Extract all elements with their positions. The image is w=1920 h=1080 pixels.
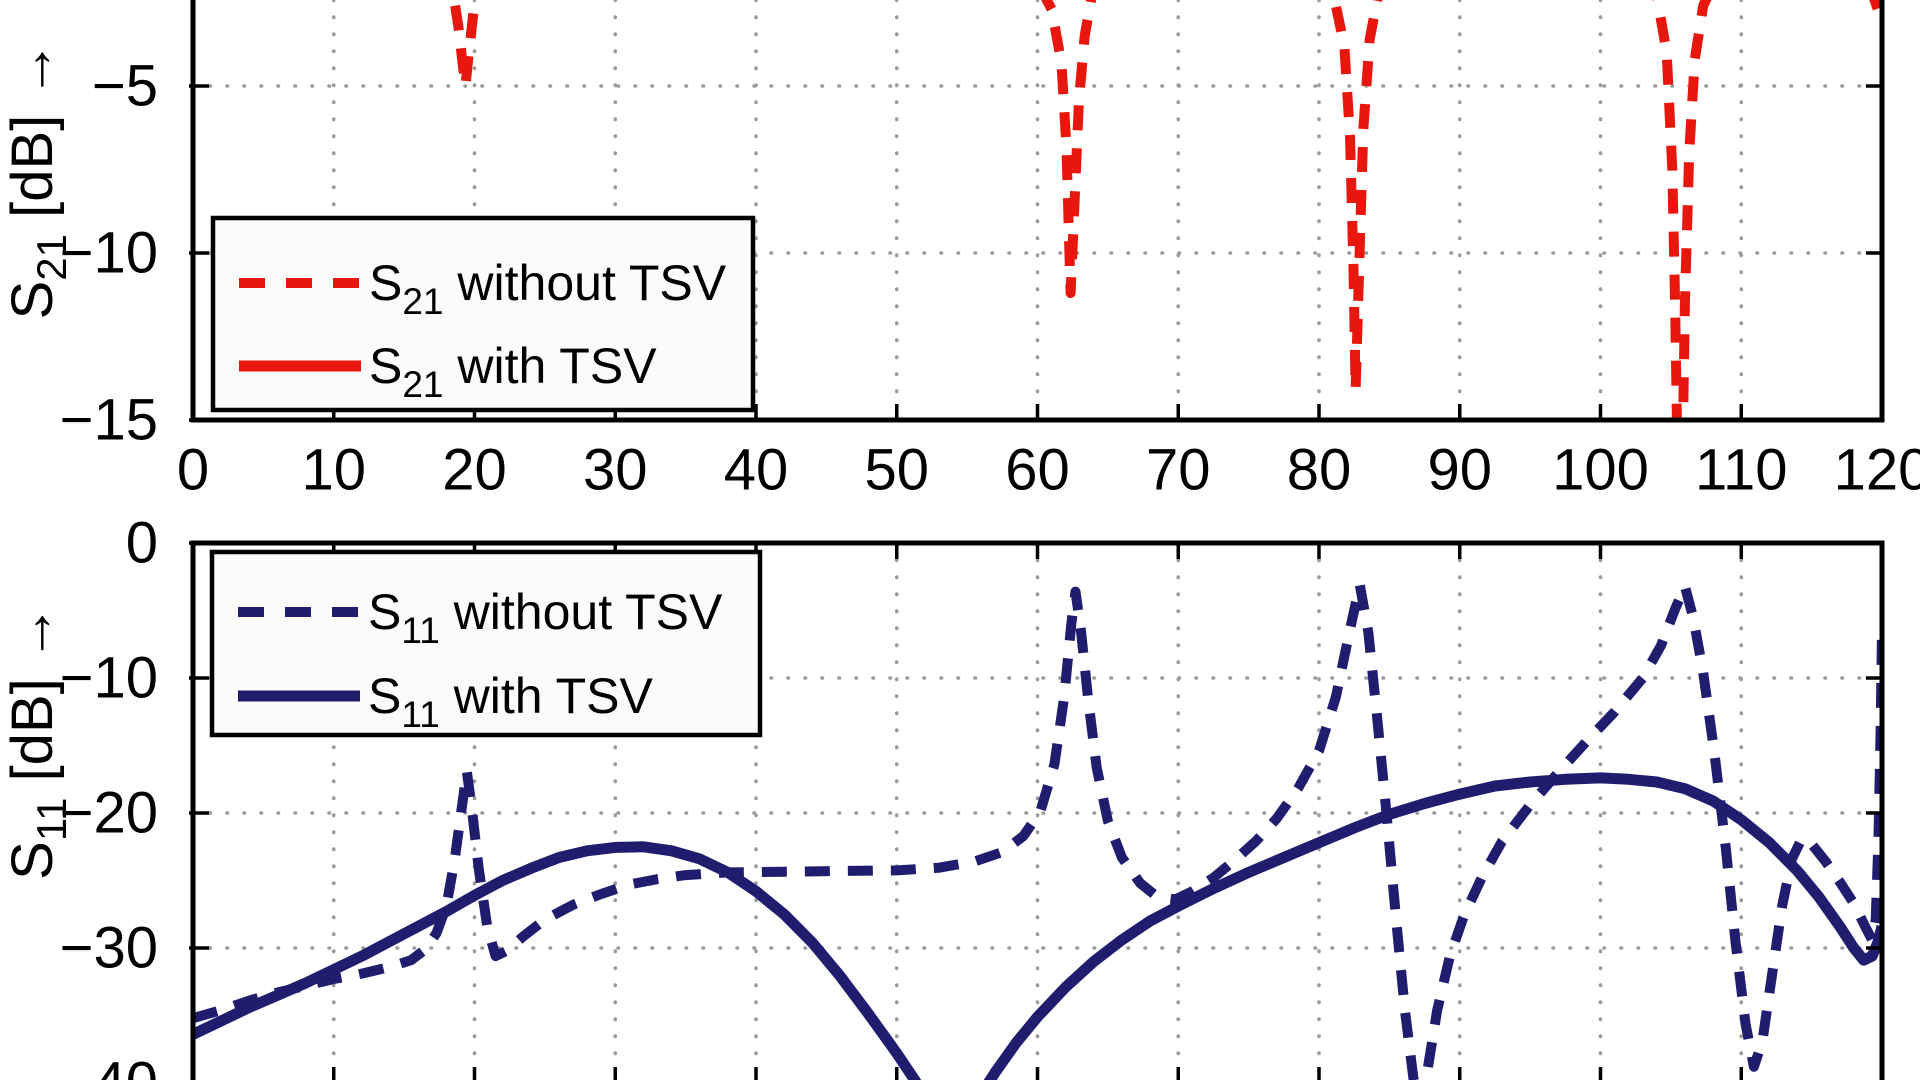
x-tick-label: 50 (864, 438, 929, 503)
s11-series (193, 579, 1882, 1080)
s11-tick-labels: 0 −10 −20 −30 −40 (60, 511, 158, 1080)
s21-tick-labels: 0 10 20 30 40 50 60 70 80 90 100 110 120 −5 −10 −15 (60, 54, 1920, 503)
x-tick-label: 80 (1287, 438, 1352, 503)
x-tick-label: 30 (583, 438, 648, 503)
x-tick-label: 60 (1005, 438, 1070, 503)
s21-plot: 0 10 20 30 40 50 60 70 80 90 100 110 120 −5 −10 −15 S21… (0, 0, 1920, 503)
s21-gridlines (191, 0, 1884, 422)
y-tick-label: 0 (126, 511, 158, 576)
x-tick-label: 90 (1427, 438, 1492, 503)
y-tick-label: −30 (60, 916, 158, 981)
y-tick-label: −10 (60, 646, 158, 711)
s11-legend: S11 without TSV S11 with TSV (209, 549, 763, 738)
y-tick-label: −40 (60, 1051, 158, 1080)
y-axis-label-text: S11 [dB] → (0, 604, 75, 880)
x-tick-label: 10 (301, 438, 366, 503)
s11-axes (189, 540, 1885, 1080)
x-tick-label: 40 (724, 438, 789, 503)
s21-axes (189, 0, 1885, 423)
x-tick-label: 110 (1695, 438, 1787, 503)
legend-entry-label: S21 without TSV (369, 255, 727, 322)
x-tick-label: 100 (1552, 438, 1649, 503)
y-axis-label-text: S21 [dB] → (0, 41, 75, 320)
s21-legend: S21 without TSV S21 with TSV (210, 215, 756, 413)
series-solid-line (193, 772, 1882, 1080)
legend-entry-label: S11 without TSV (368, 584, 723, 651)
series-dashed-line (193, 579, 1882, 1080)
x-tick-label: 20 (442, 438, 507, 503)
y-tick-label: −10 (60, 221, 158, 286)
y-tick-label: −20 (60, 781, 158, 846)
x-tick-label: 70 (1146, 438, 1211, 503)
s21-y-axis-label: S21 [dB] → (0, 41, 75, 320)
x-tick-label: 0 (177, 438, 209, 503)
y-tick-label: −15 (60, 388, 158, 453)
x-tick-label: 120 (1834, 438, 1920, 503)
legend-entry-label: S11 with TSV (368, 668, 653, 735)
s11-plot: 0 −10 −20 −30 −40 S11 [dB] → S11 without TSV… (0, 511, 1885, 1080)
legend-box (210, 215, 756, 413)
legend-entry-label: S21 with TSV (369, 338, 657, 405)
s11-y-axis-label: S11 [dB] → (0, 604, 75, 880)
y-tick-label: −5 (92, 54, 158, 119)
legend-box (209, 549, 763, 738)
